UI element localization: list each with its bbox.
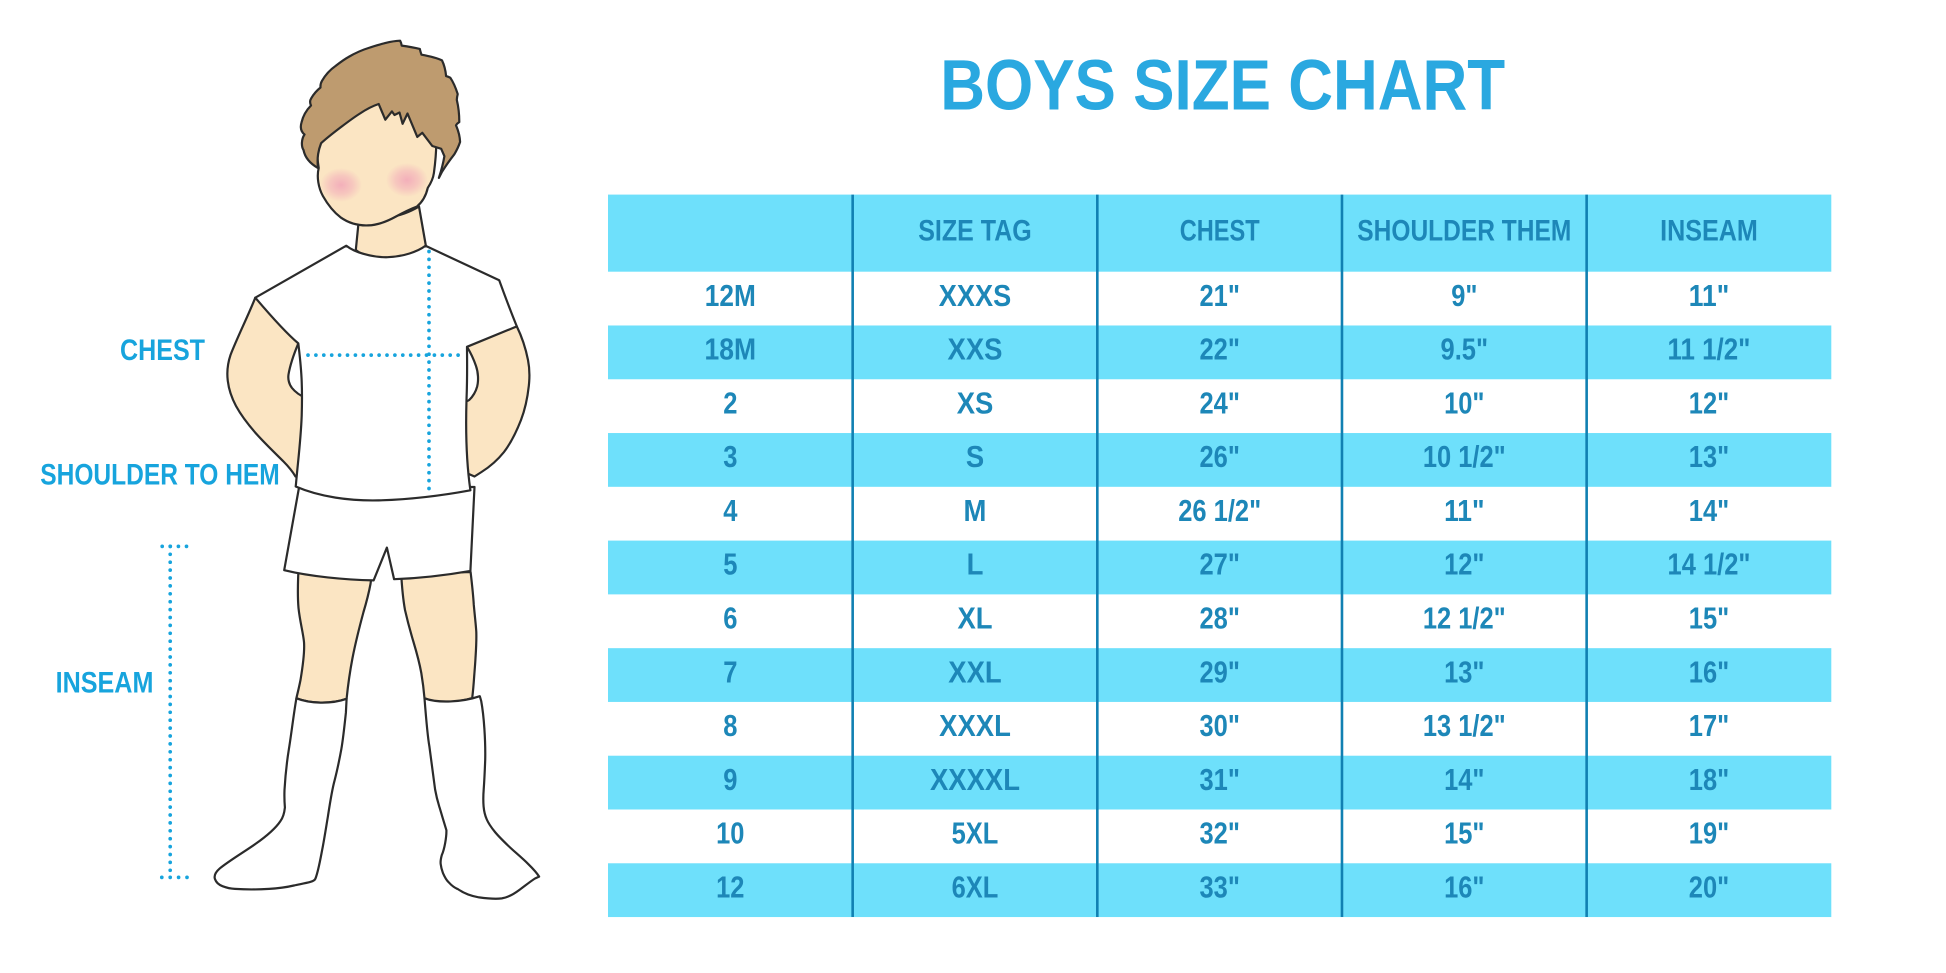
- svg-text:15": 15": [1444, 817, 1484, 851]
- svg-text:12: 12: [716, 870, 744, 904]
- svg-text:XXL: XXL: [948, 655, 1001, 689]
- svg-text:CHEST: CHEST: [120, 334, 205, 367]
- svg-text:18": 18": [1689, 763, 1729, 797]
- svg-text:9": 9": [1451, 279, 1477, 313]
- svg-text:XXXXL: XXXXL: [930, 763, 1020, 797]
- svg-text:12 1/2": 12 1/2": [1423, 601, 1506, 635]
- svg-text:26": 26": [1200, 440, 1240, 474]
- svg-text:20": 20": [1689, 870, 1729, 904]
- svg-text:13": 13": [1689, 440, 1729, 474]
- svg-text:XS: XS: [957, 386, 994, 420]
- svg-text:33": 33": [1200, 870, 1240, 904]
- svg-text:22": 22": [1200, 333, 1240, 367]
- svg-text:19": 19": [1689, 817, 1729, 851]
- svg-text:11": 11": [1689, 279, 1729, 313]
- svg-text:16": 16": [1444, 870, 1484, 904]
- svg-text:27": 27": [1200, 548, 1240, 582]
- svg-text:14": 14": [1444, 763, 1484, 797]
- svg-text:15": 15": [1689, 601, 1729, 635]
- svg-text:INSEAM: INSEAM: [1660, 214, 1758, 247]
- svg-text:28": 28": [1200, 601, 1240, 635]
- svg-text:11 1/2": 11 1/2": [1668, 333, 1751, 367]
- svg-text:SIZE TAG: SIZE TAG: [918, 214, 1032, 247]
- svg-text:17": 17": [1689, 709, 1729, 743]
- svg-text:31": 31": [1200, 763, 1240, 797]
- svg-text:6: 6: [723, 601, 737, 635]
- svg-text:5XL: 5XL: [952, 817, 999, 851]
- svg-text:16": 16": [1689, 655, 1729, 689]
- svg-text:26 1/2": 26 1/2": [1178, 494, 1261, 528]
- svg-text:SHOULDER THEM: SHOULDER THEM: [1357, 214, 1571, 247]
- svg-text:29": 29": [1200, 655, 1240, 689]
- svg-text:XXXS: XXXS: [939, 279, 1011, 313]
- svg-text:L: L: [967, 548, 984, 582]
- svg-text:SHOULDER TO HEM: SHOULDER TO HEM: [40, 459, 280, 492]
- svg-text:XL: XL: [957, 601, 992, 635]
- svg-text:11": 11": [1444, 494, 1484, 528]
- svg-text:XXS: XXS: [948, 333, 1003, 367]
- svg-text:18M: 18M: [705, 333, 757, 367]
- svg-text:10": 10": [1444, 386, 1484, 420]
- svg-text:12": 12": [1444, 548, 1484, 582]
- svg-text:9.5": 9.5": [1441, 333, 1489, 367]
- svg-text:8: 8: [723, 709, 737, 743]
- svg-text:12M: 12M: [705, 279, 756, 313]
- svg-text:12": 12": [1689, 386, 1729, 420]
- svg-text:XXXL: XXXL: [939, 709, 1011, 743]
- svg-text:2: 2: [723, 386, 737, 420]
- svg-text:13 1/2": 13 1/2": [1423, 709, 1506, 743]
- svg-text:3: 3: [723, 440, 737, 474]
- svg-text:21": 21": [1200, 279, 1240, 313]
- svg-text:7: 7: [723, 655, 737, 689]
- svg-text:INSEAM: INSEAM: [56, 666, 154, 699]
- svg-text:9: 9: [723, 763, 737, 797]
- svg-text:10: 10: [716, 817, 744, 851]
- svg-text:14": 14": [1689, 494, 1729, 528]
- svg-text:10 1/2": 10 1/2": [1423, 440, 1506, 474]
- svg-text:24": 24": [1200, 386, 1240, 420]
- svg-text:30": 30": [1200, 709, 1240, 743]
- svg-text:14 1/2": 14 1/2": [1668, 548, 1751, 582]
- svg-text:4: 4: [723, 494, 737, 528]
- svg-text:BOYS SIZE CHART: BOYS SIZE CHART: [940, 46, 1505, 126]
- svg-text:S: S: [966, 440, 984, 474]
- svg-text:6XL: 6XL: [952, 870, 999, 904]
- svg-text:5: 5: [723, 548, 737, 582]
- svg-text:M: M: [964, 494, 987, 528]
- svg-text:13": 13": [1444, 655, 1484, 689]
- svg-text:32": 32": [1200, 817, 1240, 851]
- svg-text:CHEST: CHEST: [1180, 214, 1260, 247]
